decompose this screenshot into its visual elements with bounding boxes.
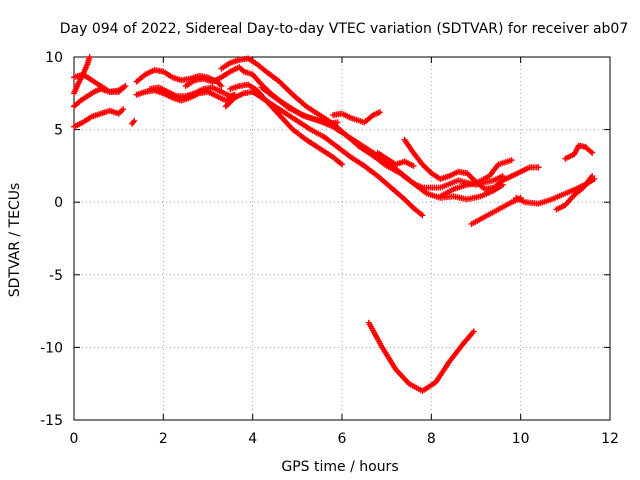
series-sat-o [365,319,477,394]
series-sat-g [133,87,238,104]
series-marks [218,55,506,203]
series-sat-e [129,117,138,127]
series-sat-d [71,71,127,95]
series-marks [71,106,127,130]
series-sat-n [330,109,383,126]
axis-ticks: 0 2 4 6 8 10 12 -15 -10 -5 0 5 10 [40,50,619,447]
x-tick-label: 0 [70,431,79,447]
series-marks [562,142,596,162]
series-marks [553,173,596,213]
series-sat-h [146,84,238,100]
series-marks [129,117,138,127]
y-tick-label: 5 [54,123,63,139]
x-tick-label: 4 [248,431,257,447]
series-sat-p [374,149,417,169]
y-tick-label: -10 [40,340,63,356]
y-tick-label: -15 [40,413,63,429]
series-marks [71,71,127,95]
series-marks [374,149,417,169]
y-tick-label: 0 [54,195,63,211]
series-sat-a [71,106,127,130]
series-marks [146,84,238,100]
x-tick-label: 8 [427,431,436,447]
x-axis-label: GPS time / hours [281,459,398,475]
x-tick-label: 2 [159,431,168,447]
data-marks [71,54,598,394]
series-marks [330,109,383,126]
series-sat-u [553,173,596,213]
x-tick-label: 10 [512,431,530,447]
series-sat-l [227,81,345,168]
y-tick-label: 10 [45,50,63,66]
series-sat-v [562,142,596,162]
series-sat-r [437,157,515,200]
series-marks [365,319,477,394]
series-marks [133,87,238,104]
y-axis-label: SDTVAR / TECUs [7,183,23,298]
series-marks [227,81,345,168]
series-marks [437,157,515,200]
series-marks [258,84,341,127]
series-sat-j [218,55,506,203]
chart-title: Day 094 of 2022, Sidereal Day-to-day VTE… [60,21,629,37]
y-tick-label: -5 [49,268,63,284]
series-sat-m [258,84,341,127]
x-tick-label: 12 [601,431,619,447]
x-tick-label: 6 [338,431,347,447]
